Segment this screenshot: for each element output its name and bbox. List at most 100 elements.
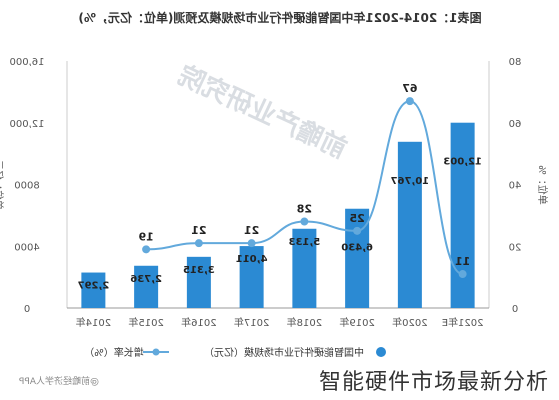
growth-value-label-group: 28: [297, 203, 312, 216]
growth-point: [353, 226, 362, 235]
x-tick-label: 2014年: [76, 316, 111, 329]
bar-value-label: 2,297: [78, 281, 110, 292]
bar: [134, 265, 159, 308]
bar-value-label-group: 12,003: [443, 157, 482, 168]
x-tick-label-group: 2015年: [128, 316, 163, 329]
source-footer-group: @前瞻经济学人APP: [18, 375, 99, 387]
growth-value-label: 21: [244, 224, 259, 237]
growth-value-label: 11: [455, 255, 470, 268]
bar-value-label-group: 5,133: [289, 237, 321, 248]
left-axis-tick-label-group: 80: [509, 57, 522, 68]
growth-value-label-group: 11: [455, 255, 470, 268]
bar-value-label-group: 6,430: [341, 243, 373, 254]
x-tick-label-group: 2018年: [287, 316, 322, 329]
right-axis-tick-label-group: 0: [24, 304, 30, 315]
left-axis-tick-label-group: 40: [509, 181, 522, 192]
growth-point: [458, 270, 467, 279]
bar-value-label-group: 2,736: [130, 274, 162, 285]
left-axis-tick-label-group: 20: [509, 242, 522, 253]
left-axis-tick-label: 40: [509, 181, 522, 192]
bar-value-label-group: 2,297: [78, 281, 110, 292]
bar: [450, 122, 475, 308]
bar-value-label: 5,133: [289, 237, 321, 248]
right-axis-title: 单位：亿元: [0, 160, 5, 210]
right-axis-tick-label-group: 8000: [14, 181, 39, 192]
legend-line-label: 增长率（%）: [84, 346, 144, 359]
bar: [186, 256, 211, 308]
x-tick-label: 2016年: [181, 316, 216, 329]
growth-line: [146, 100, 463, 276]
bar-value-label-group: 4,011: [236, 254, 268, 265]
x-tick-label-group: 2016年: [181, 316, 216, 329]
x-tick-label: 2015年: [128, 316, 163, 329]
x-tick-label-group: 2021年E: [442, 316, 484, 329]
bar: [239, 246, 264, 308]
caption-text: 智能硬件市场最新分析: [318, 370, 549, 395]
growth-point: [405, 97, 414, 106]
left-axis-title: 单位：%: [536, 165, 549, 205]
growth-value-label-group: 21: [244, 224, 259, 237]
bar: [292, 228, 317, 308]
bar-value-label: 3,315: [183, 265, 215, 276]
right-axis-tick-label-group: 4000: [14, 242, 39, 253]
x-tick-label-group: 2017年: [234, 316, 269, 329]
bar-value-label-group: 10,767: [391, 176, 430, 187]
right-axis-tick-label: 12,000: [10, 119, 45, 130]
growth-value-label-group: 19: [138, 230, 153, 243]
bar: [81, 272, 106, 308]
left-axis-tick-label: 60: [509, 119, 522, 130]
growth-value-label-group: 21: [191, 224, 206, 237]
x-tick-label: 2021年E: [442, 316, 484, 329]
bar: [397, 141, 422, 308]
left-axis-title-group: 单位：%: [536, 165, 549, 205]
right-axis-tick-label-group: 12,000: [10, 119, 45, 130]
right-axis-tick-label: 8000: [14, 181, 39, 192]
right-axis-title-group: 单位：亿元: [0, 160, 5, 210]
legend-line-dot: [152, 348, 160, 356]
bar-value-label: 4,011: [236, 254, 268, 265]
growth-value-label: 25: [349, 212, 364, 225]
chart-title-group: 图表1：2014-2021年中国智能硬件行业市场规模及预测(单位：亿元，%): [78, 10, 481, 25]
chart-title: 图表1：2014-2021年中国智能硬件行业市场规模及预测(单位：亿元，%): [78, 10, 481, 25]
growth-value-label: 67: [402, 82, 417, 95]
growth-point: [142, 245, 151, 254]
bar-value-label: 2,736: [130, 274, 162, 285]
right-axis-tick-label: 0: [24, 304, 30, 315]
growth-value-label-group: 25: [349, 212, 364, 225]
bar-value-label: 12,003: [443, 157, 482, 168]
growth-value-label: 19: [138, 230, 153, 243]
legend-line-label-group: 增长率（%）: [84, 346, 144, 359]
bar-value-label: 6,430: [341, 243, 373, 254]
watermark-group: 前瞻产业研究院: [174, 60, 352, 165]
growth-value-label-group: 67: [402, 82, 417, 95]
growth-value-label: 21: [191, 224, 206, 237]
bar-value-label-group: 3,315: [183, 265, 215, 276]
x-tick-label-group: 2020年: [392, 316, 427, 329]
watermark: 前瞻产业研究院: [174, 60, 352, 165]
growth-point: [247, 239, 256, 248]
x-tick-label: 2017年: [234, 316, 269, 329]
x-tick-label-group: 2019年: [339, 316, 374, 329]
left-axis-tick-label-group: 0: [512, 304, 518, 315]
right-axis-tick-label-group: 16,000: [10, 57, 45, 68]
bar-value-label: 10,767: [391, 176, 430, 187]
legend-bar-label: 中国智能硬件行业市场规模（亿元）: [204, 346, 364, 359]
legend-bar-marker: [376, 347, 386, 357]
right-axis-tick-label: 4000: [14, 242, 39, 253]
source-footer: @前瞻经济学人APP: [18, 375, 99, 387]
growth-value-label: 28: [297, 203, 312, 216]
left-axis-tick-label: 20: [509, 242, 522, 253]
legend-bar-label-group: 中国智能硬件行业市场规模（亿元）: [204, 346, 364, 359]
left-axis-tick-label: 80: [509, 57, 522, 68]
left-axis-tick-label-group: 60: [509, 119, 522, 130]
x-tick-label-group: 2014年: [76, 316, 111, 329]
right-axis-tick-label: 16,000: [10, 57, 45, 68]
left-axis-tick-label: 0: [512, 304, 518, 315]
x-tick-label: 2019年: [339, 316, 374, 329]
growth-point: [300, 217, 309, 226]
x-tick-label: 2020年: [392, 316, 427, 329]
x-tick-label: 2018年: [287, 316, 322, 329]
growth-point: [194, 239, 203, 248]
